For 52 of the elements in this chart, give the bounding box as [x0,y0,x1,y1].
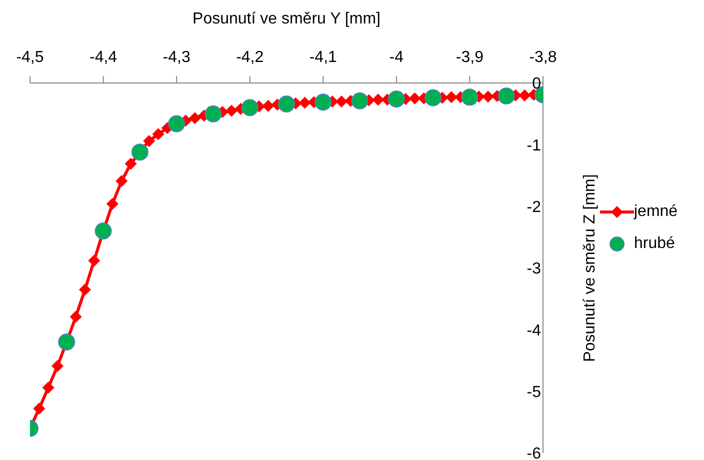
point [116,175,128,188]
point [262,100,274,112]
point [445,91,458,104]
y-tick-label: -4 [526,322,542,340]
x-tick-label: -4,5 [16,49,44,66]
legend-label: hrubé [634,235,675,253]
point [408,92,421,104]
point [424,89,442,106]
x-tick-label: -4,2 [236,49,264,66]
y-axis-title: Posunutí ve směru Z [mm] [582,174,599,362]
point [461,88,478,106]
point [482,90,494,103]
point [33,402,46,415]
point [94,222,112,240]
x-tick-label: -3,8 [529,49,557,66]
x-tick-label: -4 [389,49,404,66]
y-tick-label: -2 [526,199,542,216]
y-tick-label: -5 [526,384,542,402]
point [168,115,186,132]
point [188,112,201,124]
point [42,382,54,394]
point [226,104,238,117]
x-tick-label: -4,4 [89,49,118,66]
x-tick-label: -3,9 [456,49,484,66]
point [314,94,332,111]
point [241,99,258,116]
point [106,198,118,210]
x-tick-label: -4,1 [309,49,338,66]
point [131,144,148,161]
point [351,92,368,110]
point [372,94,384,106]
point [58,334,76,350]
x-axis-title: Posunutí ve směru Y [mm] [192,10,380,28]
point [518,89,531,102]
point [51,360,64,372]
y-tick-label: -1 [526,137,542,154]
y-tick-label: 0 [532,76,542,93]
legend-label: jemné [634,203,678,221]
point [498,87,515,104]
x-tick-label: -4,3 [162,49,190,66]
point [204,105,222,122]
point [124,158,137,170]
y-tick-label: -3 [526,260,542,278]
point [143,134,156,147]
point [278,95,295,112]
point [88,254,100,267]
point [152,128,164,140]
point [78,284,91,296]
point [298,96,311,109]
point [388,90,405,108]
y-tick-label: -6 [526,446,542,460]
point [70,310,82,323]
